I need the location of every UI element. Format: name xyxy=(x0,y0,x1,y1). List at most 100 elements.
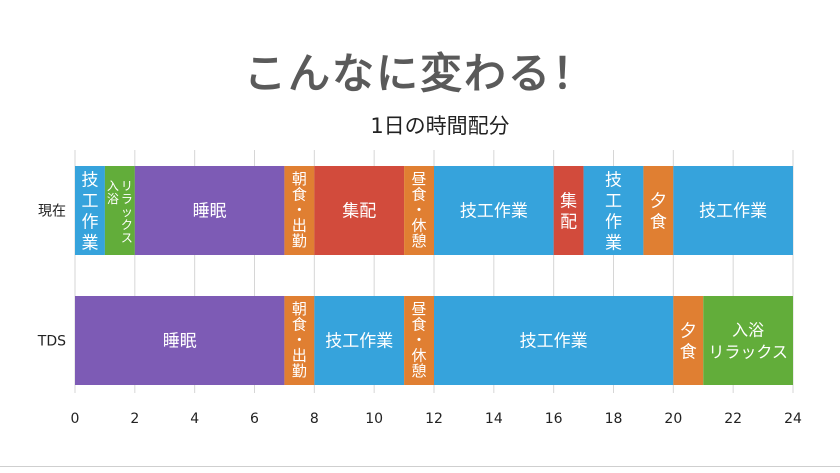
segment-label: 集配 xyxy=(342,202,376,222)
svg-text:朝: 朝 xyxy=(292,300,307,318)
segment-label: 昼食・休憩 xyxy=(412,170,427,250)
svg-text:・: ・ xyxy=(292,201,307,219)
svg-text:・: ・ xyxy=(412,331,427,349)
bar-segment xyxy=(75,166,105,255)
segment-label: 昼食・休憩 xyxy=(412,300,427,380)
bar-segment xyxy=(404,296,434,385)
svg-text:食: 食 xyxy=(412,186,427,204)
x-tick-label: 0 xyxy=(71,411,80,427)
bar-segment xyxy=(284,296,315,385)
svg-text:集配: 集配 xyxy=(342,202,376,222)
svg-text:出: 出 xyxy=(292,217,307,235)
bar-segment xyxy=(434,296,674,385)
x-tick-label: 14 xyxy=(485,411,503,427)
bar-segment xyxy=(703,296,793,385)
svg-text:食: 食 xyxy=(292,316,307,334)
svg-text:食: 食 xyxy=(412,316,427,334)
bar-segment xyxy=(673,296,704,385)
svg-text:昼: 昼 xyxy=(412,170,427,188)
bar-segment xyxy=(134,166,285,255)
svg-text:技: 技 xyxy=(81,170,98,190)
svg-text:夕: 夕 xyxy=(650,191,667,211)
svg-text:出: 出 xyxy=(292,347,307,365)
svg-text:夕: 夕 xyxy=(680,321,697,341)
chart-title: 1日の時間配分 xyxy=(370,114,510,138)
svg-text:技: 技 xyxy=(605,170,622,190)
segment-label: 技工作業 xyxy=(81,170,98,253)
segment-label: 朝食・出勤 xyxy=(292,170,307,250)
x-tick-label: 6 xyxy=(250,411,259,427)
segment-label: 夕食 xyxy=(680,321,697,362)
segment-label: 技工作業 xyxy=(605,170,622,253)
bar-segment xyxy=(553,166,584,255)
bar-segment xyxy=(673,166,793,255)
svg-text:食: 食 xyxy=(680,342,697,362)
svg-text:工: 工 xyxy=(81,191,98,211)
x-tick-label: 10 xyxy=(365,411,383,427)
segment-label: 集配 xyxy=(560,191,577,232)
segment-label: 技工作業 xyxy=(325,332,393,352)
row-label: TDS xyxy=(37,334,66,350)
row-label: 現在 xyxy=(38,204,66,220)
bar-segment xyxy=(284,166,315,255)
bar-segment xyxy=(583,166,644,255)
svg-text:昼: 昼 xyxy=(412,300,427,318)
svg-text:技工作業: 技工作業 xyxy=(699,202,767,222)
svg-text:休: 休 xyxy=(412,347,427,365)
bar-segment xyxy=(314,166,405,255)
bar-segment xyxy=(75,296,285,385)
svg-text:業: 業 xyxy=(81,233,98,253)
bar-segment xyxy=(104,166,135,255)
svg-text:食: 食 xyxy=(650,212,667,232)
svg-text:食: 食 xyxy=(292,186,307,204)
segment-label: 朝食・出勤 xyxy=(292,300,307,380)
x-tick-label: 20 xyxy=(664,411,682,427)
svg-text:勤: 勤 xyxy=(292,232,307,250)
segment-label: 技工作業 xyxy=(520,332,588,352)
bar-segment xyxy=(314,296,405,385)
svg-text:作: 作 xyxy=(605,212,622,232)
svg-text:リ: リ xyxy=(121,179,133,193)
svg-text:技工作業: 技工作業 xyxy=(325,332,393,352)
svg-text:憩: 憩 xyxy=(412,232,427,250)
svg-text:入: 入 xyxy=(107,179,119,193)
segment-label: 睡眠 xyxy=(193,202,227,222)
svg-text:ク: ク xyxy=(121,218,133,232)
x-tick-label: 22 xyxy=(724,411,742,427)
svg-text:業: 業 xyxy=(605,233,622,253)
svg-text:睡眠: 睡眠 xyxy=(193,202,227,222)
svg-text:浴: 浴 xyxy=(107,192,119,206)
x-tick-label: 18 xyxy=(605,411,623,427)
x-tick-label: 16 xyxy=(545,411,563,427)
svg-text:配: 配 xyxy=(560,212,577,232)
svg-text:憩: 憩 xyxy=(412,362,427,380)
x-tick-label: 2 xyxy=(130,411,139,427)
x-tick-label: 8 xyxy=(310,411,319,427)
svg-text:集: 集 xyxy=(560,191,577,211)
svg-text:技工作業: 技工作業 xyxy=(460,202,528,222)
svg-text:工: 工 xyxy=(605,191,622,211)
svg-text:ラ: ラ xyxy=(121,192,133,206)
svg-text:ッ: ッ xyxy=(121,205,133,219)
segment-label: 夕食 xyxy=(650,191,667,232)
svg-text:・: ・ xyxy=(292,331,307,349)
svg-text:勤: 勤 xyxy=(292,362,307,380)
x-tick-label: 24 xyxy=(784,411,802,427)
x-tick-label: 12 xyxy=(425,411,443,427)
bar-segment xyxy=(404,166,434,255)
segment-label: 技工作業 xyxy=(460,202,528,222)
svg-text:入浴: 入浴 xyxy=(732,321,764,340)
svg-text:朝: 朝 xyxy=(292,170,307,188)
svg-text:リラックス: リラックス xyxy=(708,343,788,362)
svg-text:・: ・ xyxy=(412,201,427,219)
segment-label: 技工作業 xyxy=(699,202,767,222)
segment-label: リラックス 入浴 xyxy=(107,179,133,245)
bar-segment xyxy=(643,166,674,255)
svg-text:休: 休 xyxy=(412,217,427,235)
svg-text:ス: ス xyxy=(121,231,133,245)
bar-segment xyxy=(434,166,554,255)
x-tick-label: 4 xyxy=(190,411,199,427)
bottom-rule xyxy=(0,466,840,467)
